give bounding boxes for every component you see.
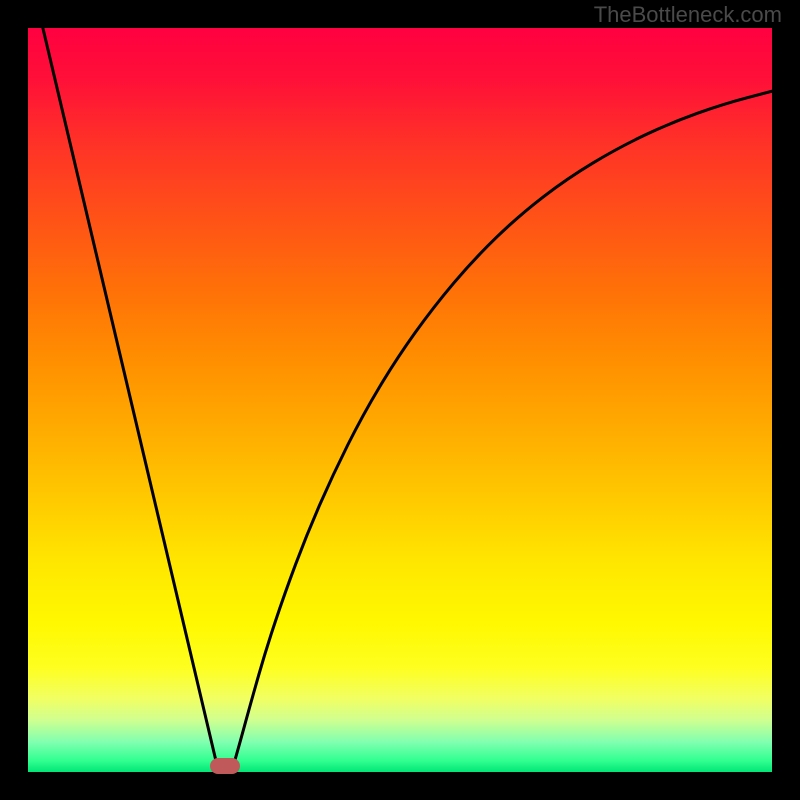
chart-container: TheBottleneck.com: [0, 0, 800, 800]
curve-layer: [28, 28, 772, 772]
watermark-text: TheBottleneck.com: [594, 2, 782, 28]
minimum-marker: [210, 758, 240, 774]
plot-area: [28, 28, 772, 772]
